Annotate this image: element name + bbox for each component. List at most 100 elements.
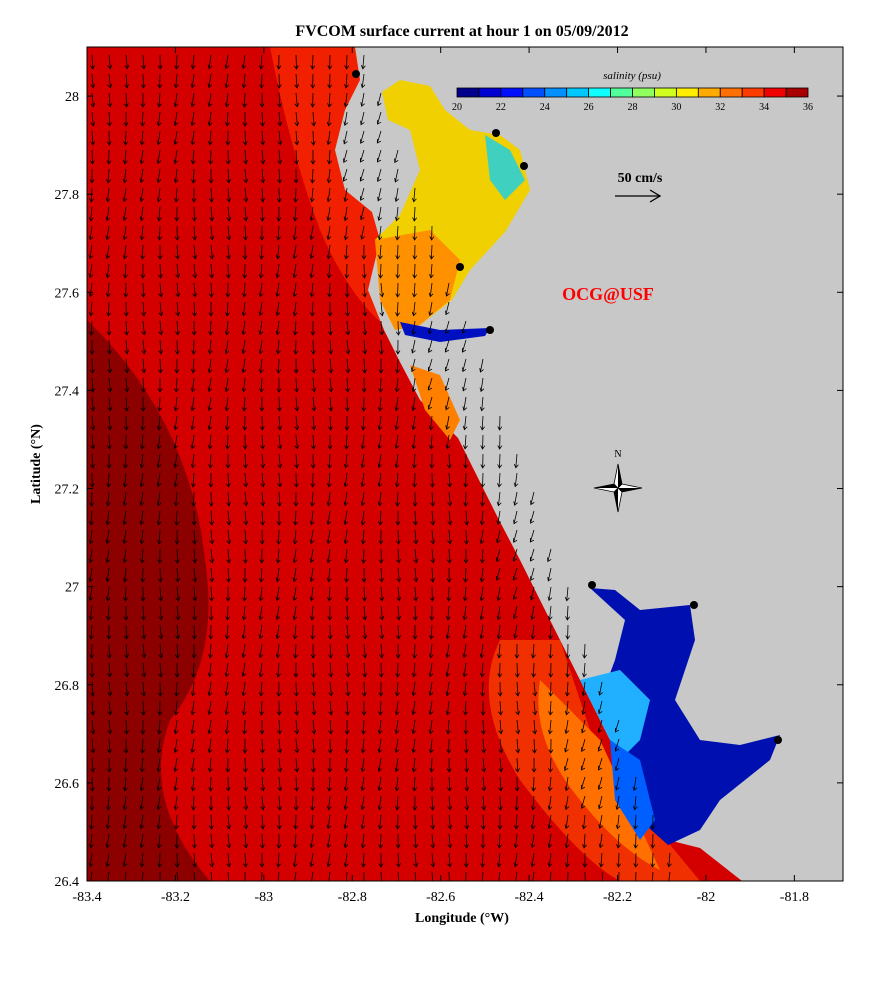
current-arrow — [242, 719, 247, 735]
current-arrow — [548, 757, 553, 773]
current-arrow — [258, 605, 264, 621]
current-arrow — [411, 320, 417, 336]
current-arrow — [379, 567, 384, 583]
current-arrow — [242, 548, 248, 564]
current-arrow — [209, 529, 215, 545]
current-arrow — [175, 567, 180, 583]
current-arrow — [243, 187, 249, 203]
current-arrow — [226, 510, 232, 526]
current-arrow — [259, 225, 265, 241]
current-arrow — [309, 814, 315, 830]
current-arrow — [275, 643, 281, 659]
current-arrow — [124, 73, 129, 89]
current-arrow — [396, 548, 401, 564]
current-arrow — [105, 510, 111, 526]
current-arrow — [377, 757, 383, 773]
current-arrow — [122, 244, 128, 260]
plot-area — [87, 47, 843, 881]
current-arrow — [547, 719, 553, 735]
current-arrow — [581, 719, 586, 734]
plot-frame — [86, 46, 844, 882]
current-arrow — [192, 282, 198, 298]
current-arrow — [174, 510, 180, 526]
x-tick-label: -81.8 — [780, 890, 809, 905]
current-arrow — [345, 320, 351, 336]
current-arrow — [395, 263, 401, 279]
current-arrow — [361, 681, 367, 697]
current-arrow — [141, 643, 147, 659]
current-arrow — [632, 795, 638, 811]
current-arrow — [191, 472, 196, 488]
current-arrow — [377, 168, 382, 182]
current-arrow — [394, 149, 399, 164]
current-arrow — [106, 795, 111, 811]
current-arrow — [174, 681, 180, 697]
current-arrow — [395, 681, 400, 697]
current-arrow — [142, 871, 144, 881]
current-arrow — [243, 529, 248, 545]
current-arrow — [157, 225, 163, 241]
current-arrow — [361, 377, 367, 393]
current-arrow — [310, 339, 316, 355]
current-arrow — [565, 643, 571, 659]
current-arrow — [582, 643, 588, 659]
current-arrow — [310, 92, 316, 108]
current-arrow — [106, 453, 112, 469]
current-arrow — [396, 605, 402, 621]
current-arrow — [430, 529, 436, 545]
current-arrow — [139, 149, 145, 165]
current-arrow — [413, 852, 419, 868]
current-arrow — [531, 738, 537, 754]
current-arrow — [208, 453, 213, 469]
current-arrow — [258, 624, 264, 640]
current-arrow — [107, 396, 113, 412]
current-arrow — [361, 529, 366, 545]
current-arrow — [224, 339, 230, 355]
current-arrow — [344, 396, 350, 412]
current-arrow — [207, 396, 213, 412]
current-arrow — [106, 643, 112, 659]
current-arrow — [362, 282, 367, 298]
current-arrow — [88, 852, 94, 868]
hillsborough-bay — [485, 135, 525, 200]
x-tick-label: -83.4 — [72, 890, 101, 905]
current-arrow — [464, 814, 470, 830]
current-arrow — [140, 548, 145, 564]
current-arrow — [412, 643, 418, 659]
current-arrow — [207, 415, 213, 431]
current-arrow — [192, 548, 198, 564]
current-arrow — [175, 282, 181, 298]
current-arrow — [497, 472, 502, 488]
x-tick-label: -82 — [697, 890, 716, 905]
current-arrow — [107, 377, 113, 393]
current-arrow — [327, 586, 332, 602]
current-arrow — [207, 738, 213, 754]
current-arrow — [277, 472, 282, 488]
x-tick-label: -82.4 — [515, 890, 544, 905]
current-arrow — [226, 548, 231, 564]
current-arrow — [309, 282, 315, 298]
current-arrow — [294, 73, 299, 89]
current-arrow — [326, 187, 332, 203]
current-arrow — [156, 168, 162, 184]
current-arrow — [260, 814, 265, 830]
current-arrow — [462, 358, 467, 373]
current-arrow — [123, 415, 129, 431]
current-arrow — [380, 871, 382, 881]
current-arrow — [88, 206, 94, 222]
current-arrow — [208, 282, 214, 298]
current-arrow — [225, 149, 231, 165]
current-arrow — [123, 263, 128, 279]
current-arrow — [413, 586, 418, 602]
current-arrow — [343, 833, 349, 849]
current-arrow — [327, 776, 332, 792]
current-arrow — [377, 415, 383, 431]
current-arrow — [89, 339, 95, 355]
station-markers — [352, 70, 782, 744]
current-arrow — [343, 453, 349, 469]
current-arrow — [258, 282, 264, 298]
current-arrow — [430, 548, 436, 564]
current-arrow — [395, 814, 401, 830]
current-arrow — [208, 491, 214, 507]
current-arrow — [429, 244, 435, 260]
